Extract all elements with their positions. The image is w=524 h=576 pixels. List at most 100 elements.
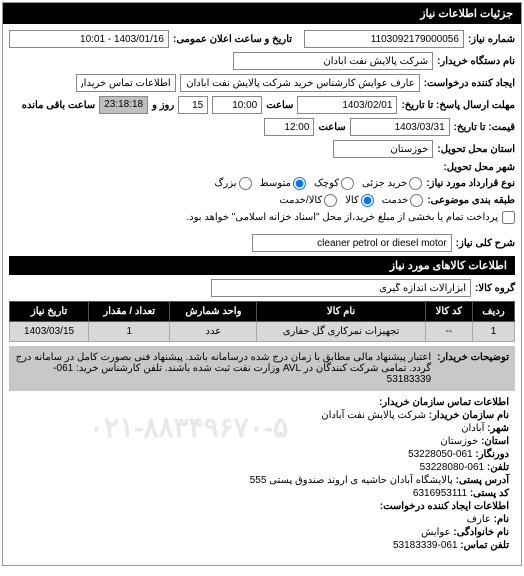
days-label: روز و — [152, 100, 174, 111]
row-city: شهر محل تحویل: — [9, 162, 515, 173]
days-input[interactable] — [178, 96, 208, 114]
radio-urgent[interactable] — [409, 177, 422, 190]
contract-radio-group: خرید جزئی کوچک متوسط بزرگ — [214, 177, 422, 190]
c-family: عوایش — [421, 527, 450, 538]
td-unit: عدد — [170, 322, 257, 342]
c-phone: 061-53228080 — [420, 462, 485, 473]
radio-goods-service[interactable] — [324, 194, 337, 207]
radio-goods[interactable] — [361, 194, 374, 207]
row-province: استان محل تحویل: — [9, 140, 515, 158]
radio-service[interactable] — [410, 194, 423, 207]
validity-hour-input[interactable] — [264, 118, 314, 136]
panel-body: شماره نیاز: تاریخ و ساعت اعلان عمومی: نا… — [3, 24, 521, 565]
row-deadline: مهلت ارسال پاسخ: تا تاریخ: ساعت روز و 23… — [9, 96, 515, 114]
c-city: آبادان — [461, 423, 484, 434]
c-phone-label: تلفن: — [487, 462, 509, 473]
cat-goods-service-label: کالا/خدمت — [279, 195, 322, 206]
c-postal: 6316953111 — [413, 488, 467, 499]
td-row: 1 — [472, 322, 514, 342]
goods-section-title: اطلاعات کالاهای مورد نیاز — [9, 256, 515, 275]
td-name: تجهیزات نمرکاری گل حفاری — [257, 322, 425, 342]
buyer-note-label: توضیحات خریدار: — [437, 352, 509, 385]
radio-medium-label: متوسط — [260, 178, 291, 189]
creator-label: ایجاد کننده درخواست: — [424, 78, 515, 89]
province-label: استان محل تحویل: — [437, 144, 515, 155]
remain-label: ساعت باقی مانده — [22, 100, 95, 111]
goods-table: ردیف کد کالا نام کالا واحد شمارش تعداد /… — [9, 301, 515, 342]
row-contract-type: نوع قرارداد مورد نیاز: خرید جزئی کوچک مت… — [9, 177, 515, 190]
remain-time: 23:18:18 — [99, 96, 148, 114]
c-org-label: نام سازمان خریدار: — [429, 410, 509, 421]
request-number-input[interactable] — [304, 30, 464, 48]
table-header-row: ردیف کد کالا نام کالا واحد شمارش تعداد /… — [10, 302, 515, 322]
radio-small[interactable] — [341, 177, 354, 190]
announce-input[interactable] — [9, 30, 169, 48]
th-date: تاریخ نیاز — [10, 302, 89, 322]
cat-goods-label: کالا — [345, 195, 359, 206]
radio-urgent-label: خرید جزئی — [362, 178, 407, 189]
row-validity: قیمت: تا تاریخ: ساعت — [9, 118, 515, 136]
goods-group-label: گروه کالا: — [475, 283, 515, 294]
c-province-label: استان: — [481, 436, 509, 447]
note-checkbox[interactable] — [502, 211, 515, 224]
c-contact-phone-label: تلفن تماس: — [460, 540, 509, 551]
validity-label: قیمت: تا تاریخ: — [454, 122, 515, 133]
c-address-label: آدرس پستی: — [456, 475, 509, 486]
c-city-label: شهر: — [487, 423, 509, 434]
row-request-number: شماره نیاز: تاریخ و ساعت اعلان عمومی: — [9, 30, 515, 48]
c-name: عارف — [467, 514, 491, 525]
row-goods-group: گروه کالا: — [9, 279, 515, 297]
c-contact-phone: 061-53183339 — [393, 540, 458, 551]
cat-service-label: خدمت — [382, 195, 409, 206]
th-qty: تعداد / مقدار — [89, 302, 170, 322]
c-address: پالایشگاه آبادان حاشیه ی اروند صندوق پست… — [250, 475, 453, 486]
goods-group-input[interactable] — [211, 279, 471, 297]
validity-date-input[interactable] — [350, 118, 450, 136]
radio-large[interactable] — [239, 177, 252, 190]
deadline-date-input[interactable] — [297, 96, 397, 114]
c-org: شرکت پالایش نفت آبادان — [321, 410, 426, 421]
hour-label-1: ساعت — [266, 100, 293, 111]
th-unit: واحد شمارش — [170, 302, 257, 322]
note-text: پرداخت تمام یا بخشی از مبلغ خرید،از محل … — [186, 212, 498, 223]
contract-type-label: نوع قرارداد مورد نیاز: — [426, 178, 515, 189]
panel-title: جزئیات اطلاعات نیاز — [3, 3, 521, 24]
c-province: خوزستان — [440, 436, 478, 447]
c-fax: 061-53228050 — [408, 449, 473, 460]
categorize-label: طبقه بندی موضوعی: — [427, 195, 515, 206]
contact-section: ۰۲۱-۸۸۳۴۹۶۷۰-۵ اطلاعات تماس سازمان خریدا… — [9, 391, 515, 559]
radio-medium[interactable] — [293, 177, 306, 190]
buyer-note-text: اعتبار پیشنهاد مالی مطابق با زمان درج شد… — [15, 352, 431, 385]
deadline-label: مهلت ارسال پاسخ: تا تاریخ: — [401, 100, 515, 111]
row-creator: ایجاد کننده درخواست: — [9, 74, 515, 92]
td-date: 1403/03/15 — [10, 322, 89, 342]
radio-small-label: کوچک — [314, 178, 339, 189]
row-categorize: طبقه بندی موضوعی: خدمت کالا کالا/خدمت — [9, 194, 515, 207]
td-qty: 1 — [89, 322, 170, 342]
title-input[interactable] — [252, 234, 452, 252]
c-request-creator-label: اطلاعات ایجاد کننده درخواست: — [15, 501, 509, 512]
row-buyer-org: نام دستگاه خریدار: — [9, 52, 515, 70]
table-row[interactable]: 1 -- تجهیزات نمرکاری گل حفاری عدد 1 1403… — [10, 322, 515, 342]
province-input[interactable] — [333, 140, 433, 158]
request-number-label: شماره نیاز: — [468, 34, 515, 45]
c-family-label: نام خانوادگی: — [453, 527, 509, 538]
buyer-org-label: نام دستگاه خریدار: — [437, 56, 515, 67]
buyer-org-input[interactable] — [233, 52, 433, 70]
c-postal-label: کد پستی: — [470, 488, 509, 499]
th-name: نام کالا — [257, 302, 425, 322]
contact-info-input[interactable] — [76, 74, 176, 92]
hour-label-2: ساعت — [318, 122, 345, 133]
row-note: پرداخت تمام یا بخشی از مبلغ خرید،از محل … — [9, 211, 515, 224]
buyer-note-box: توضیحات خریدار: اعتبار پیشنهاد مالی مطاب… — [9, 346, 515, 391]
city-label: شهر محل تحویل: — [443, 162, 515, 173]
c-name-label: نام: — [494, 514, 509, 525]
creator-input[interactable] — [180, 74, 420, 92]
th-row: ردیف — [472, 302, 514, 322]
main-panel: جزئیات اطلاعات نیاز شماره نیاز: تاریخ و … — [2, 2, 522, 566]
th-code: کد کالا — [425, 302, 472, 322]
announce-label: تاریخ و ساعت اعلان عمومی: — [173, 34, 292, 45]
td-code: -- — [425, 322, 472, 342]
deadline-hour-input[interactable] — [212, 96, 262, 114]
c-fax-label: دورنگار: — [475, 449, 509, 460]
